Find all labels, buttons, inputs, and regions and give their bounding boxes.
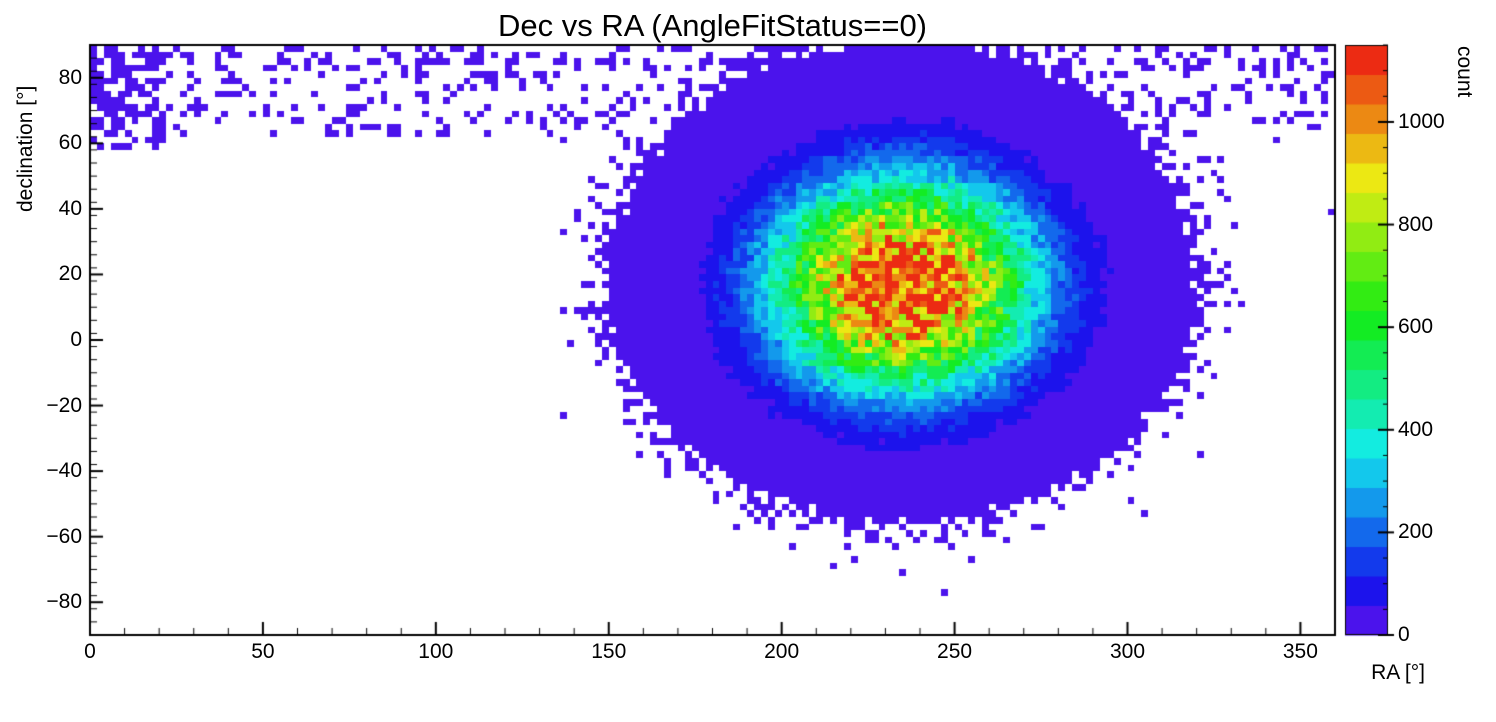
colorbar-title: count — [1453, 46, 1476, 98]
z-tick-label: 200 — [1398, 520, 1434, 544]
z-tick-label: 400 — [1398, 417, 1434, 441]
y-tick-label: −40 — [46, 459, 82, 483]
x-axis-title: RA [°] — [1371, 661, 1425, 684]
z-tick-label: 600 — [1398, 315, 1434, 339]
x-tick-label: 100 — [418, 640, 454, 663]
y-tick-label: 40 — [58, 196, 82, 220]
y-tick-label: −60 — [46, 524, 82, 548]
y-tick-label: 0 — [70, 328, 82, 351]
z-tick-label: 800 — [1398, 212, 1434, 236]
plot-title: Dec vs RA (AngleFitStatus==0) — [497, 8, 928, 43]
y-tick-label: 60 — [58, 131, 82, 155]
x-tick-label: 200 — [764, 640, 800, 663]
x-tick-label: 350 — [1282, 640, 1318, 663]
x-tick-label: 0 — [84, 640, 96, 663]
y-tick-label: 80 — [58, 65, 82, 89]
y-tick-label: −20 — [46, 393, 82, 417]
z-tick-label: 0 — [1398, 623, 1410, 646]
y-tick-label: 20 — [58, 262, 82, 286]
x-tick-label: 50 — [251, 640, 275, 663]
x-tick-label: 300 — [1109, 640, 1146, 663]
x-tick-label: 250 — [937, 640, 973, 663]
x-tick-label: 150 — [591, 640, 627, 663]
z-tick-label: 1000 — [1398, 109, 1445, 133]
y-tick-label: −80 — [46, 590, 82, 614]
